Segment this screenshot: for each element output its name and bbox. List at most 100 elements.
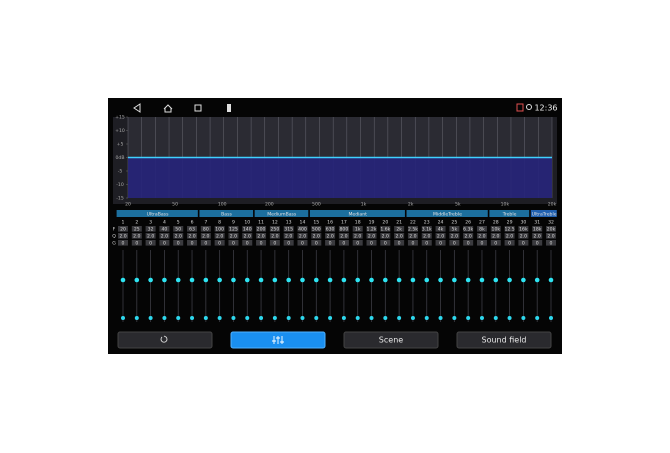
reset-button[interactable] bbox=[117, 331, 213, 349]
slider-knob[interactable] bbox=[327, 277, 333, 283]
slider-knob[interactable] bbox=[313, 277, 319, 283]
band-freq: 200 bbox=[257, 227, 266, 233]
row-label: Q bbox=[112, 234, 116, 240]
band-number: 26 bbox=[465, 220, 471, 226]
group-name: Treble bbox=[502, 211, 517, 217]
slider-knob[interactable] bbox=[424, 277, 430, 283]
cell-bg bbox=[366, 233, 377, 239]
cell-bg bbox=[325, 233, 336, 239]
slider-knob[interactable] bbox=[148, 277, 153, 283]
slider-knob[interactable] bbox=[286, 277, 291, 283]
slider-end bbox=[479, 316, 484, 320]
slider-knob[interactable] bbox=[369, 277, 374, 283]
slider-end bbox=[507, 316, 512, 320]
slider-knob[interactable] bbox=[383, 277, 388, 283]
cell-bg bbox=[200, 240, 211, 246]
sound-field-button[interactable] bbox=[456, 331, 552, 349]
slider-end bbox=[176, 316, 181, 320]
cell-bg bbox=[352, 240, 363, 246]
cell-bg bbox=[187, 233, 198, 239]
cell-bg bbox=[380, 233, 391, 239]
cell-bg bbox=[311, 240, 322, 246]
slider-end bbox=[203, 316, 208, 320]
band-q: 2.0 bbox=[478, 234, 485, 240]
band-freq: 12.5 bbox=[504, 227, 514, 233]
band-q: 2.0 bbox=[313, 234, 320, 240]
cell-bg bbox=[297, 240, 308, 246]
scene-button[interactable] bbox=[343, 331, 439, 349]
slider-knob[interactable] bbox=[493, 277, 499, 283]
slider-knob[interactable] bbox=[548, 277, 554, 283]
slider-end bbox=[424, 316, 429, 320]
slider-knob[interactable] bbox=[534, 277, 540, 283]
slider-knob[interactable] bbox=[244, 277, 250, 283]
slider-end bbox=[549, 316, 553, 320]
group-header bbox=[254, 210, 309, 217]
slider-end bbox=[369, 316, 374, 320]
band-gain: 0 bbox=[204, 241, 207, 247]
x-tick-label: 100 bbox=[218, 202, 227, 208]
slider-end bbox=[466, 316, 471, 320]
reset-icon bbox=[160, 335, 168, 343]
slider-knob[interactable] bbox=[120, 277, 126, 283]
cell-bg bbox=[518, 226, 529, 232]
band-number: 11 bbox=[258, 220, 264, 226]
band-number: 17 bbox=[341, 220, 347, 226]
slider-knob[interactable] bbox=[258, 277, 264, 283]
band-number: 30 bbox=[520, 220, 526, 226]
slider-knob[interactable] bbox=[341, 277, 347, 283]
slider-knob[interactable] bbox=[134, 277, 140, 283]
cell-bg bbox=[546, 233, 556, 239]
y-tick-label: 0dB bbox=[116, 155, 125, 161]
band-number: 3 bbox=[149, 220, 152, 226]
band-number: 9 bbox=[232, 220, 235, 226]
slider-end bbox=[272, 316, 277, 320]
cell-bg bbox=[118, 240, 128, 246]
slider-knob[interactable] bbox=[162, 277, 167, 283]
slider-knob[interactable] bbox=[217, 277, 222, 283]
cell-bg bbox=[269, 240, 280, 246]
band-q: 2.0 bbox=[520, 234, 527, 240]
slider-knob[interactable] bbox=[521, 277, 526, 283]
band-q: 2.0 bbox=[326, 234, 333, 240]
cell-bg bbox=[407, 240, 418, 246]
band-q: 2.0 bbox=[437, 234, 444, 240]
slider-end bbox=[521, 316, 526, 320]
band-number: 21 bbox=[396, 220, 402, 226]
app-icon bbox=[227, 104, 231, 112]
slider-knob[interactable] bbox=[479, 277, 485, 283]
recents-button[interactable] bbox=[194, 104, 202, 112]
cell-bg bbox=[228, 233, 239, 239]
cell-bg bbox=[352, 233, 363, 239]
cell-bg bbox=[131, 233, 142, 239]
slider-knob[interactable] bbox=[438, 277, 443, 283]
cell-bg bbox=[173, 240, 184, 246]
slider-knob[interactable] bbox=[507, 277, 512, 283]
slider-end bbox=[259, 316, 264, 320]
band-gain: 0 bbox=[260, 241, 263, 247]
slider-end bbox=[121, 316, 125, 320]
slider-knob[interactable] bbox=[410, 277, 416, 283]
home-button[interactable] bbox=[163, 104, 173, 113]
band-freq: 3.1k bbox=[422, 227, 432, 233]
slider-knob[interactable] bbox=[175, 277, 181, 283]
slider-knob[interactable] bbox=[465, 277, 471, 283]
band-q: 2.0 bbox=[492, 234, 499, 240]
slider-knob[interactable] bbox=[396, 277, 402, 283]
cell-bg bbox=[297, 226, 308, 232]
band-gain: 0 bbox=[439, 241, 442, 247]
slider-knob[interactable] bbox=[203, 277, 209, 283]
slider-knob[interactable] bbox=[300, 277, 305, 283]
slider-knob[interactable] bbox=[272, 277, 278, 283]
slider-end bbox=[493, 316, 498, 320]
back-button[interactable] bbox=[133, 103, 141, 113]
slider-knob[interactable] bbox=[189, 277, 195, 283]
slider-knob[interactable] bbox=[231, 277, 236, 283]
band-gain: 0 bbox=[218, 241, 221, 247]
cell-bg bbox=[187, 226, 198, 232]
band-freq: 630 bbox=[326, 227, 335, 233]
slider-knob[interactable] bbox=[355, 277, 361, 283]
cell-bg bbox=[325, 226, 336, 232]
slider-knob[interactable] bbox=[452, 277, 457, 283]
band-q: 2.0 bbox=[465, 234, 472, 240]
